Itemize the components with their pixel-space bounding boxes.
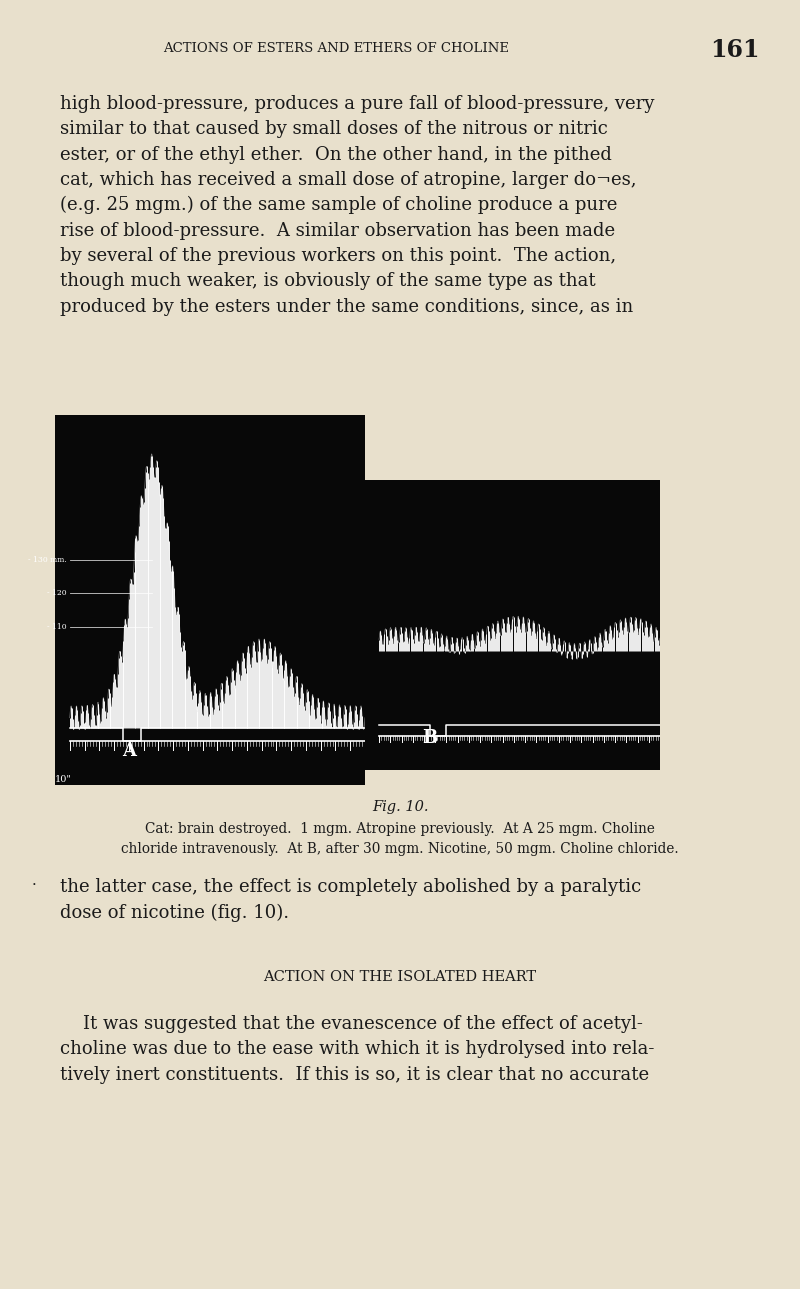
Text: high blood-pressure, produces a pure fall of blood-pressure, very
similar to tha: high blood-pressure, produces a pure fal…	[60, 95, 654, 316]
Text: - 120: - 120	[47, 589, 67, 597]
Text: - 110: - 110	[47, 623, 67, 630]
Text: - 130 mm.: - 130 mm.	[28, 556, 67, 563]
Text: 161: 161	[710, 37, 759, 62]
Text: 10": 10"	[55, 775, 72, 784]
Text: ACTIONS OF ESTERS AND ETHERS OF CHOLINE: ACTIONS OF ESTERS AND ETHERS OF CHOLINE	[163, 43, 509, 55]
Text: the latter case, the effect is completely abolished by a paralytic
dose of nicot: the latter case, the effect is completel…	[60, 878, 642, 922]
Text: ·: ·	[32, 878, 37, 892]
Text: B: B	[422, 730, 438, 748]
Text: Cat: brain destroyed.  1 mgm. Atropine previously.  At A 25 mgm. Choline
chlorid: Cat: brain destroyed. 1 mgm. Atropine pr…	[121, 822, 679, 856]
Text: ACTION ON THE ISOLATED HEART: ACTION ON THE ISOLATED HEART	[263, 971, 537, 984]
Text: Fig. 10.: Fig. 10.	[372, 800, 428, 813]
Text: A: A	[122, 742, 136, 761]
Text: It was suggested that the evanescence of the effect of acetyl-
choline was due t: It was suggested that the evanescence of…	[60, 1014, 654, 1084]
